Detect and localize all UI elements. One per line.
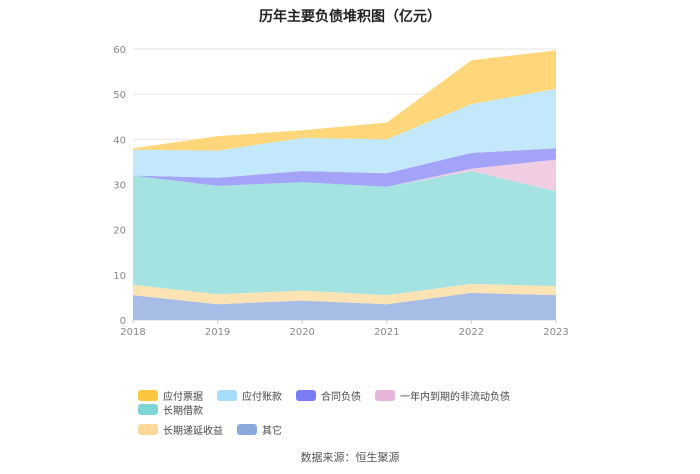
y-tick-label: 10 <box>113 271 126 282</box>
legend-item[interactable]: 应付账款 <box>217 388 282 403</box>
stacked-area-chart: 0 10 20 30 40 50 60 2018 2019 2020 2021 2022 2023 <box>113 45 568 338</box>
y-tick-label: 60 <box>113 45 126 56</box>
legend-item[interactable]: 合同负债 <box>296 388 361 403</box>
legend-item[interactable]: 一年内到期的非流动负债 <box>375 388 510 403</box>
legend: 应付票据 应付账款 合同负债 一年内到期的非流动负债长期借款 长期递延收益 其它 <box>138 388 578 442</box>
legend-label: 一年内到期的非流动负债 <box>400 391 510 403</box>
x-tick-label: 2018 <box>120 327 145 338</box>
legend-label: 长期递延收益 <box>163 425 223 437</box>
legend-row: 长期递延收益 其它 <box>138 422 578 437</box>
x-tick-label: 2020 <box>289 327 314 338</box>
x-tick-label: 2019 <box>205 327 230 338</box>
legend-label: 其它 <box>262 425 282 437</box>
x-tick-label: 2023 <box>543 327 568 338</box>
x-tick-label: 2021 <box>374 327 399 338</box>
area-series-应付票据[interactable] <box>133 50 556 151</box>
y-tick-label: 20 <box>113 226 126 237</box>
y-tick-label: 30 <box>113 181 126 192</box>
legend-label: 合同负债 <box>321 391 361 403</box>
legend-label: 长期借款 <box>163 405 203 417</box>
area-layer <box>133 50 556 320</box>
legend-item[interactable]: 其它 <box>237 422 282 437</box>
axis-layer: 0 10 20 30 40 50 60 2018 2019 2020 2021 2022 2023 <box>113 45 568 338</box>
legend-label: 应付账款 <box>242 391 282 403</box>
area-series-长期借款[interactable] <box>133 170 556 296</box>
area-series-合同负债[interactable] <box>133 148 556 187</box>
legend-item[interactable]: 应付票据 <box>138 388 203 403</box>
legend-item[interactable]: 长期递延收益 <box>138 422 223 437</box>
y-tick-label: 40 <box>113 135 126 146</box>
legend-swatch <box>138 423 158 435</box>
y-tick-label: 50 <box>113 90 126 101</box>
legend-item[interactable]: 长期借款 <box>138 402 203 417</box>
legend-row: 应付票据 应付账款 合同负债 一年内到期的非流动负债长期借款 <box>138 388 578 417</box>
chart-title: 历年主要负债堆积图（亿元） <box>259 9 441 25</box>
legend-swatch <box>237 423 257 435</box>
area-series-长期递延收益[interactable] <box>133 283 556 305</box>
legend-swatch <box>296 389 316 401</box>
data-source-note: 数据来源：恒生聚源 <box>300 451 400 464</box>
legend-swatch <box>138 403 158 415</box>
y-tick-label: 0 <box>120 316 126 327</box>
legend-swatch <box>375 389 395 401</box>
legend-swatch <box>217 389 237 401</box>
x-tick-label: 2022 <box>459 327 484 338</box>
area-series-应付账款[interactable] <box>133 88 556 178</box>
legend-swatch <box>138 389 158 401</box>
legend-label: 应付票据 <box>163 391 203 403</box>
area-series-其它[interactable] <box>133 292 556 320</box>
